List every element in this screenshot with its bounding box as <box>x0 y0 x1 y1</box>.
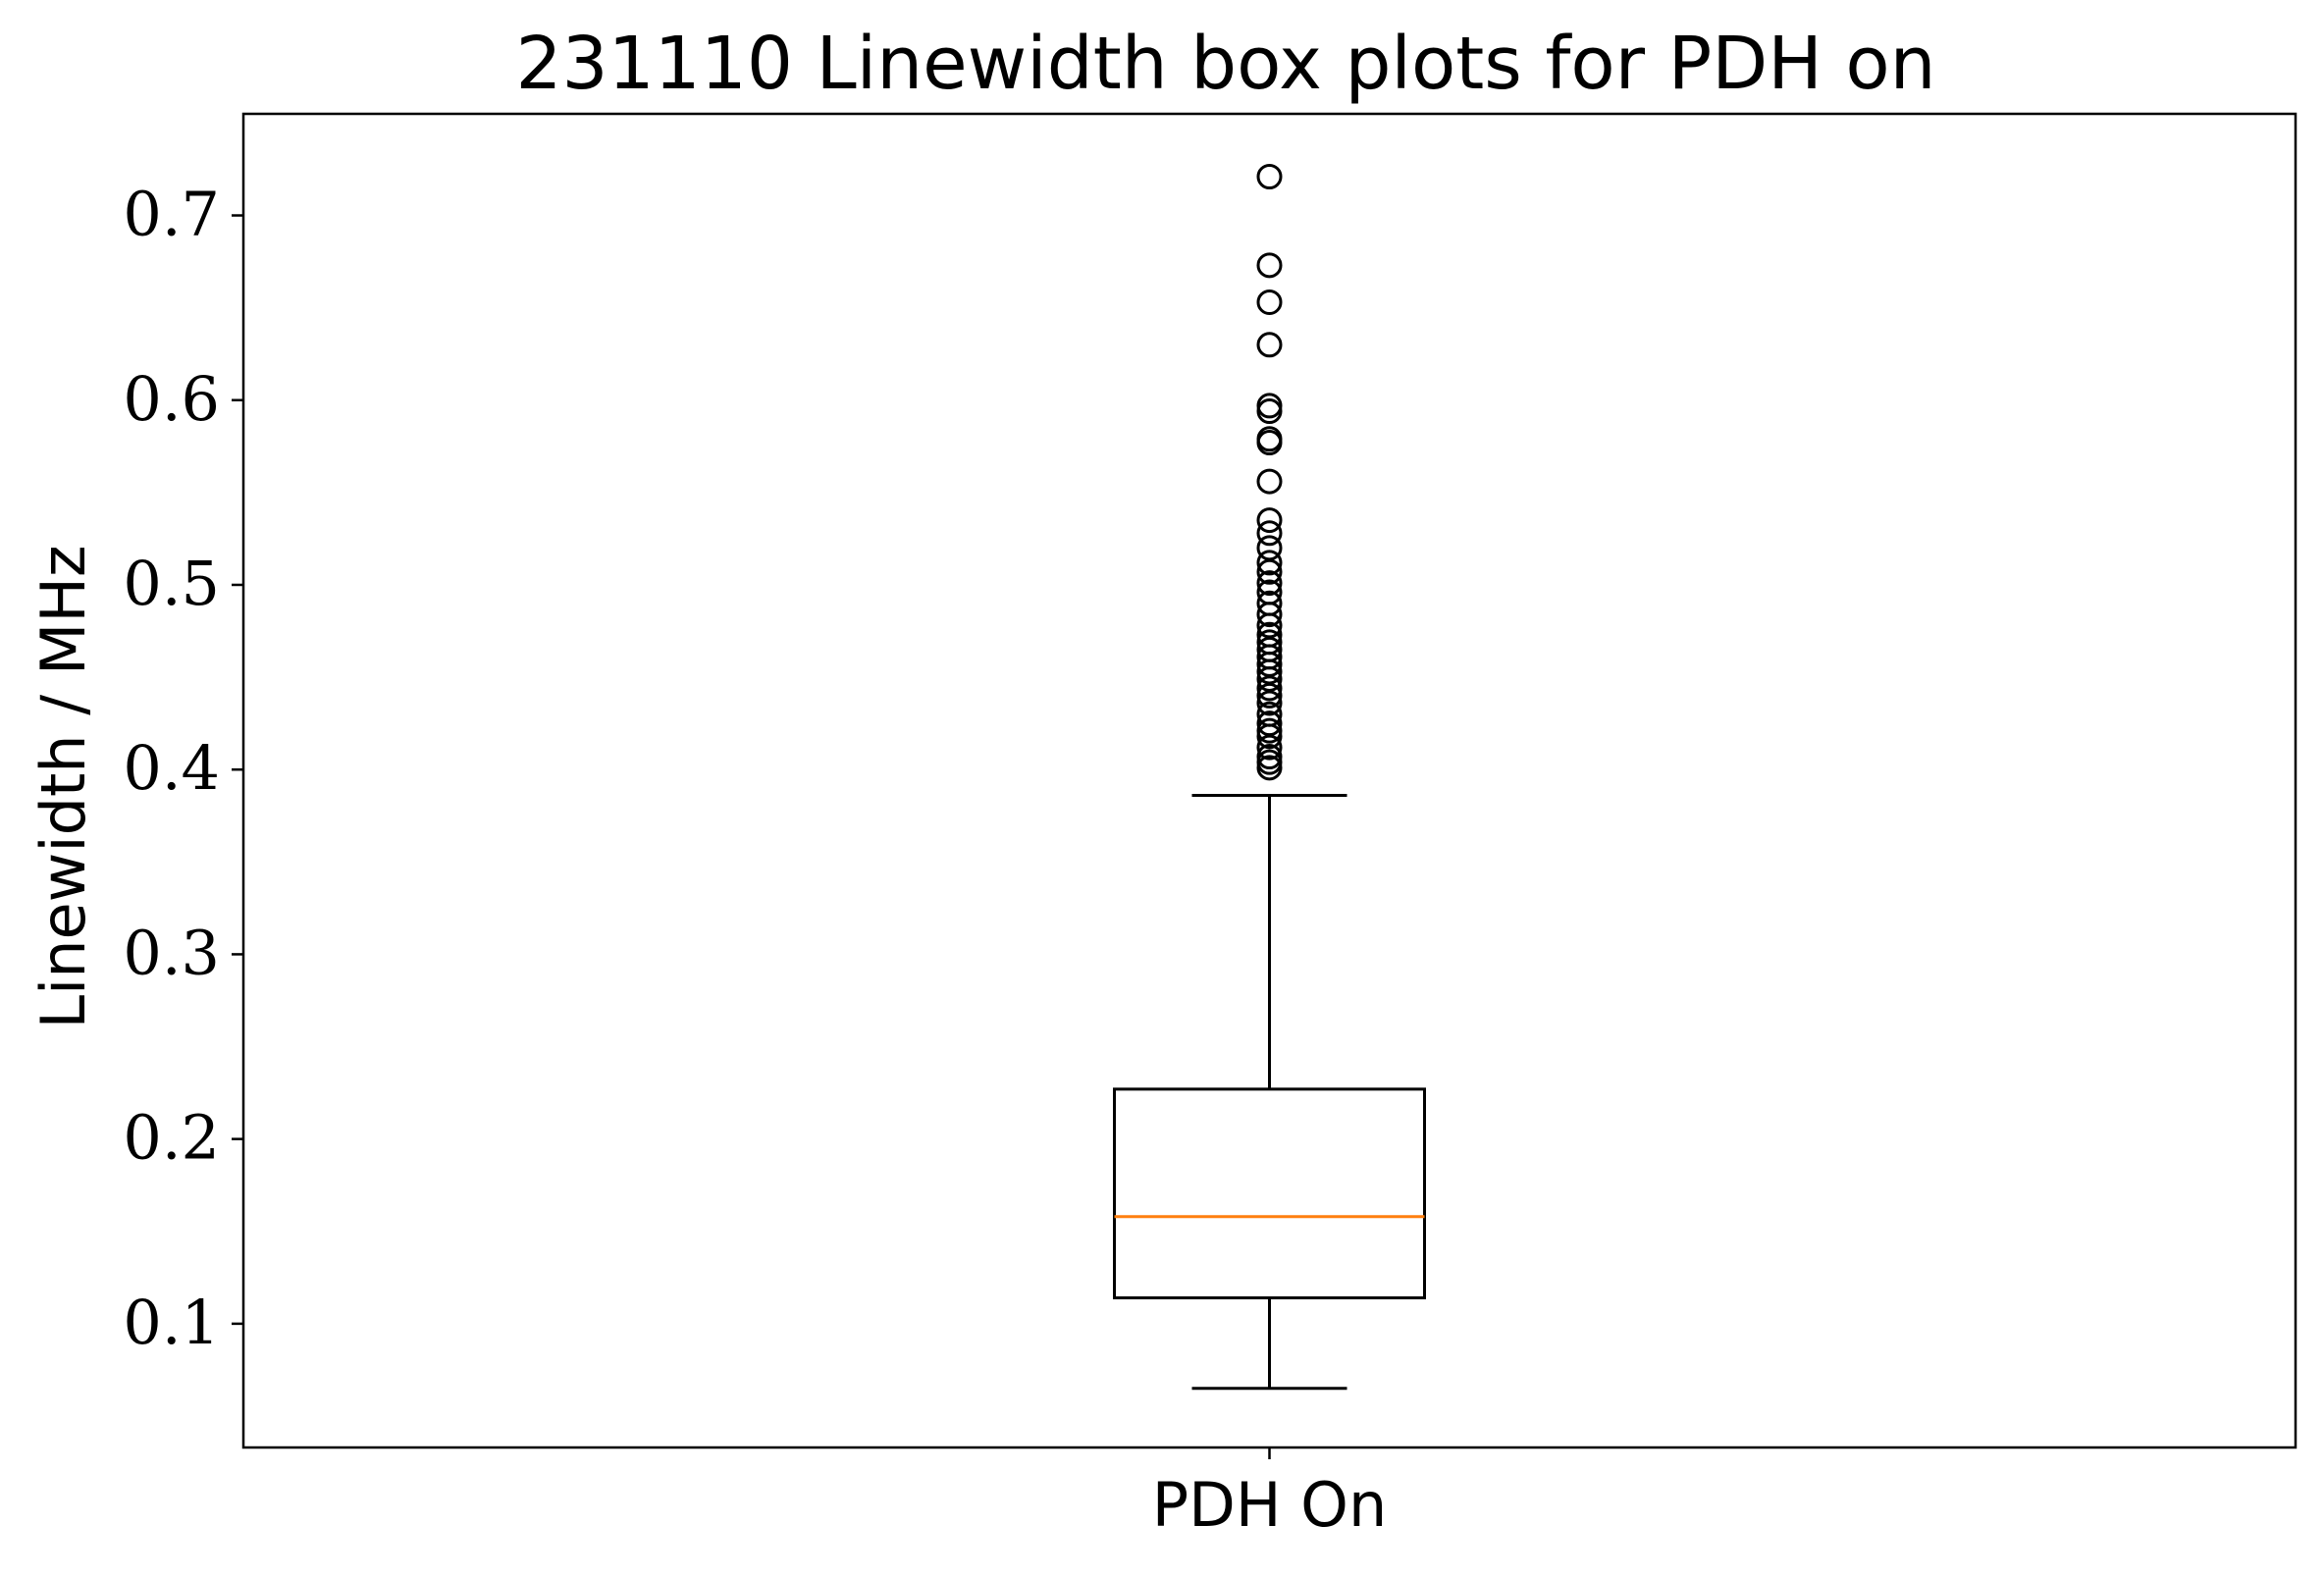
outlier-point <box>1256 590 1283 616</box>
outlier-point <box>1256 520 1283 547</box>
plot-frame <box>241 112 2298 1449</box>
y-tick-label: 0.1 <box>123 1287 220 1358</box>
y-tick-label: 0.3 <box>123 917 220 988</box>
outlier-point <box>1256 332 1283 358</box>
y-tick-label: 0.5 <box>123 548 220 619</box>
outlier-point <box>1256 507 1283 534</box>
outlier-point <box>1256 163 1283 189</box>
outlier-point <box>1256 710 1283 737</box>
y-tick-label: 0.2 <box>123 1102 220 1174</box>
outlier-point <box>1256 570 1283 597</box>
outlier-point <box>1256 393 1283 419</box>
chart-title: 231110 Linewidth box plots for PDH on <box>515 22 1935 106</box>
outlier-point <box>1256 621 1283 648</box>
outlier-point <box>1256 535 1283 561</box>
outlier-point <box>1256 550 1283 576</box>
x-tick-label: PDH On <box>1152 1469 1388 1541</box>
outlier-point <box>1256 289 1283 315</box>
y-tick-label: 0.4 <box>123 732 220 804</box>
outlier-point <box>1256 629 1283 656</box>
y-tick-label: 0.7 <box>123 179 220 250</box>
outlier-point <box>1256 426 1283 452</box>
y-axis-label: Linewidth / MHz <box>27 545 99 1028</box>
iqr-box <box>1113 1087 1426 1300</box>
outlier-point <box>1256 468 1283 495</box>
outlier-point <box>1256 579 1283 605</box>
outlier-point <box>1256 717 1283 744</box>
outlier-point <box>1256 398 1283 425</box>
y-tick-label: 0.6 <box>123 363 220 435</box>
outlier-point <box>1256 252 1283 279</box>
plot-area: 0.1 0.2 0.3 0.4 0.5 0.6 0.7 PDH On <box>123 163 1426 1541</box>
outlier-point <box>1256 744 1283 770</box>
outlier-point <box>1256 701 1283 727</box>
